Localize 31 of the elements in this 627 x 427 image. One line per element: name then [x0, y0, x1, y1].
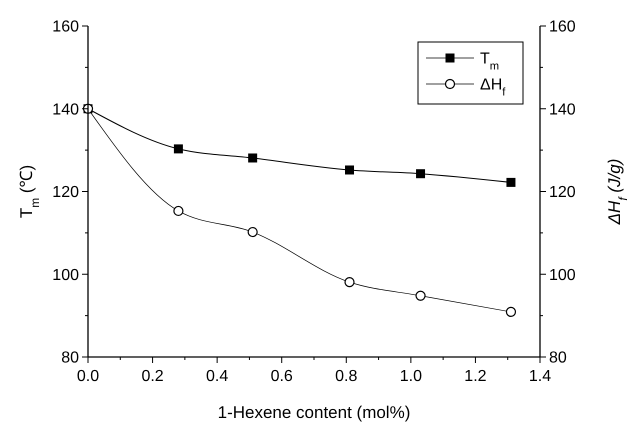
point — [415, 290, 426, 301]
y2-tick-label: 140 — [549, 101, 576, 118]
y-tick-label: 80 — [61, 350, 80, 367]
point — [344, 277, 355, 288]
x-tick-label: 0.8 — [335, 368, 358, 385]
point — [506, 178, 516, 187]
x-axis-title: 1-Hexene content (mol%) — [218, 403, 410, 422]
x-tick-label: 1.4 — [528, 368, 552, 385]
point — [248, 226, 258, 238]
point — [416, 169, 426, 178]
x-tick-label: 1.2 — [464, 368, 487, 385]
legend-label: ΔH$_{f}$ — [480, 76, 506, 99]
y2-tick-label: 80 — [549, 350, 567, 367]
y2-tick-label: 100 — [549, 266, 576, 284]
x-tick-label: 0.6 — [270, 368, 293, 385]
y-tick-label: 100 — [52, 266, 80, 284]
y-tick-label: 160 — [52, 18, 80, 36]
x-tick-label: 0.0 — [76, 368, 100, 385]
point — [506, 306, 516, 317]
x-tick-label: 1.0 — [400, 368, 422, 385]
y2-tick-label: 120 — [549, 184, 576, 202]
y-tick-label: 140 — [52, 101, 80, 118]
y2-tick-label: 160 — [549, 18, 576, 36]
point — [174, 144, 183, 154]
x-tick-label: 0.2 — [141, 368, 164, 385]
x-tick-label: 0.4 — [206, 368, 228, 385]
y-tick-label: 120 — [52, 184, 80, 202]
point — [248, 153, 258, 162]
point — [173, 206, 184, 216]
point — [345, 165, 354, 174]
legend-label: T$_{m}$ — [480, 50, 500, 73]
